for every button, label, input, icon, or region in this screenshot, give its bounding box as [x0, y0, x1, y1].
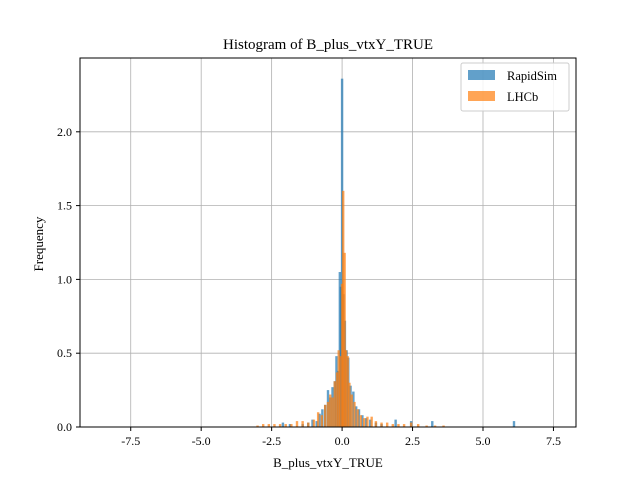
bar-rapidsim [288, 424, 292, 427]
y-tick-label: 1.0 [57, 272, 72, 286]
y-tick-label: 2.0 [57, 125, 72, 139]
bar-lhcb [391, 424, 395, 427]
bar-rapidsim [431, 421, 434, 427]
legend-swatch-rapidsim [468, 70, 495, 80]
bar-rapidsim [512, 421, 516, 427]
legend-swatch-lhcb [468, 91, 495, 101]
x-tick-label: -7.5 [121, 434, 140, 448]
bar-lhcb [261, 424, 265, 427]
legend-label-rapidsim: RapidSim [507, 69, 557, 83]
x-tick-label: -2.5 [262, 434, 281, 448]
axes-layer [79, 57, 577, 428]
bar-lhcb [267, 424, 271, 427]
y-tick-label: 0.5 [57, 346, 72, 360]
bar-lhcb [312, 419, 316, 427]
bar-lhcb [362, 418, 366, 427]
bar-lhcb [433, 425, 437, 427]
y-tick-label: 0.0 [57, 420, 72, 434]
bar-rapidsim [315, 421, 318, 427]
bar-lhcb [397, 424, 400, 427]
bar-lhcb [343, 252, 346, 427]
bar-lhcb [385, 422, 389, 427]
bar-lhcb [346, 356, 349, 427]
bar-rapidsim [281, 422, 285, 427]
bar-lhcb [370, 416, 373, 427]
y-tick-label: 1.5 [57, 199, 72, 213]
x-tick-label: 5.0 [476, 434, 491, 448]
bar-lhcb [301, 421, 304, 427]
bar-lhcb [416, 424, 420, 427]
bar-rapidsim [361, 415, 364, 427]
legend: RapidSim LHCb [460, 62, 570, 112]
bar-lhcb [353, 401, 356, 427]
bar-lhcb [256, 425, 259, 427]
bar-lhcb [278, 424, 282, 427]
bar-lhcb [350, 394, 353, 427]
bar-lhcb [342, 190, 345, 427]
bar-lhcb [425, 425, 428, 427]
bar-lhcb [366, 416, 369, 427]
bar-rapidsim [357, 409, 361, 427]
bar-lhcb [402, 424, 406, 427]
x-tick-label: -5.0 [192, 434, 211, 448]
x-tick-label: 2.5 [405, 434, 420, 448]
bar-rapidsim [311, 419, 314, 427]
bar-rapidsim [394, 419, 397, 427]
bar-lhcb [323, 404, 327, 427]
series-lhcb [256, 190, 445, 427]
bar-lhcb [359, 415, 362, 427]
x-tick-label: 7.5 [546, 434, 561, 448]
bar-lhcb [356, 409, 359, 427]
bar-lhcb [337, 350, 340, 427]
bar-lhcb [344, 350, 348, 427]
bar-lhcb [329, 394, 332, 427]
bar-lhcb [295, 421, 299, 427]
x-tick-label: 0.0 [335, 434, 350, 448]
bar-lhcb [307, 422, 310, 427]
bar-rapidsim [354, 406, 358, 427]
bar-rapidsim [318, 413, 321, 427]
axes-frame [79, 57, 577, 428]
bar-lhcb [273, 424, 276, 427]
bar-lhcb [348, 382, 351, 427]
bar-lhcb [333, 381, 336, 427]
bar-lhcb [316, 412, 320, 427]
bar-lhcb [320, 415, 323, 427]
series-layer [256, 78, 516, 427]
bar-rapidsim [369, 419, 372, 427]
bar-lhcb [339, 356, 342, 427]
bar-lhcb [326, 401, 330, 427]
y-axis-label: Frequency [31, 216, 46, 271]
series-rapidsim [281, 78, 516, 427]
bar-lhcb [290, 424, 293, 427]
bar-lhcb [331, 397, 334, 427]
bar-lhcb [335, 372, 339, 427]
bar-lhcb [284, 424, 287, 427]
bar-lhcb [409, 422, 413, 427]
bar-rapidsim [364, 418, 368, 427]
bar-lhcb [442, 425, 445, 427]
bar-lhcb [380, 422, 383, 427]
grid-layer [80, 58, 576, 428]
ticks-layer: -7.5 -5.0 -2.5 0.0 2.5 5.0 7.5 0.0 0.5 1.0 1.5 2.0 [57, 125, 561, 448]
bar-lhcb [374, 421, 378, 427]
x-axis-label: B_plus_vtxY_TRUE [273, 455, 383, 470]
chart-title: Histogram of B_plus_vtxY_TRUE [223, 37, 433, 53]
legend-label-lhcb: LHCb [507, 90, 538, 104]
